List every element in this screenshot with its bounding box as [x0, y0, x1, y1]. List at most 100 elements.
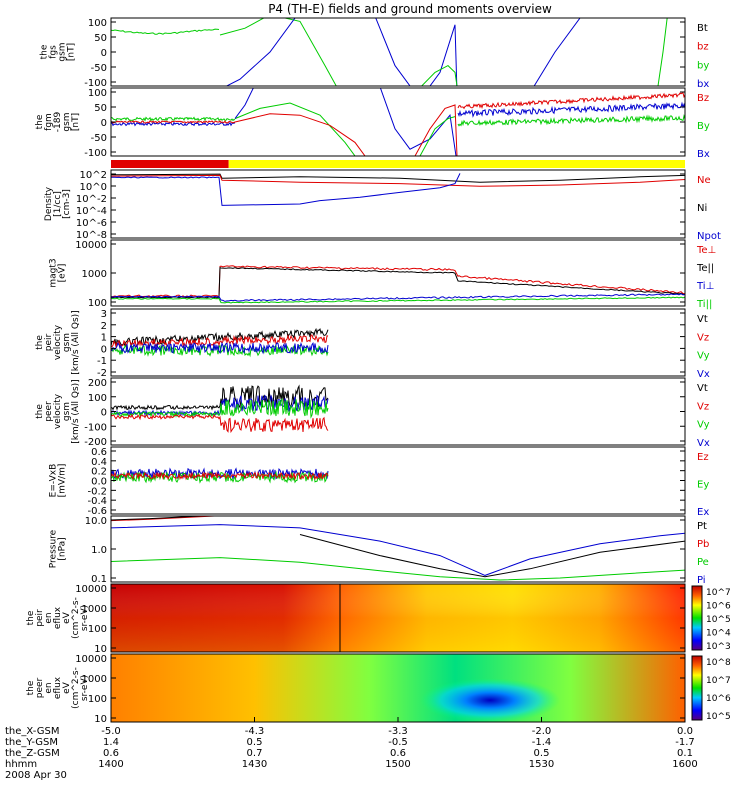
- y-label-line: gsm: [62, 112, 72, 131]
- panel-peir-spec: 10000 1000 100 10 the peir en eflux eV (cm^2-s-sr…: [26, 583, 731, 655]
- y-label-line: E=-VxB: [49, 464, 59, 498]
- plot-area: [111, 88, 685, 156]
- legend-label: Vt: [697, 314, 708, 325]
- y-label-line: the: [26, 610, 36, 625]
- series-Pi: [111, 524, 685, 576]
- y-label-line: eV: [62, 681, 72, 694]
- series-Bx: [457, 101, 685, 118]
- x-tick-label: -3.3: [388, 726, 408, 737]
- y-label-line: the: [40, 44, 50, 59]
- y-tick-label: -2: [97, 368, 107, 379]
- y-label-line: sr-eV): [80, 675, 90, 701]
- y-tick-label: -1: [97, 356, 107, 367]
- x-axis-row-label: the_Y-GSM: [5, 737, 58, 748]
- panel-frame: [110, 169, 686, 239]
- legend-label: Vx: [697, 369, 710, 380]
- panel-density: 10^210^010^-210^-410^-610^-8 Density [1/cc…: [44, 169, 721, 242]
- legend-label: bz: [697, 42, 709, 53]
- y-tick-label: 200: [88, 378, 107, 389]
- y-tick-label: 0.0: [91, 477, 107, 488]
- y-axis-label: magt3 [eV]: [49, 258, 68, 287]
- mode-bar-segment: [111, 160, 229, 168]
- legend-label: Bz: [697, 93, 709, 104]
- y-label-line: eflux: [53, 606, 63, 629]
- y-axis-label: the fgs gsm [nT]: [40, 42, 77, 61]
- colorbar-label: 10^5: [706, 712, 731, 722]
- y-label-line: the: [26, 680, 36, 695]
- panel-frame: [110, 515, 686, 583]
- y-label-line: (cm^2-s-: [71, 667, 81, 709]
- series-Bz: [414, 104, 458, 156]
- y-axis-label: Density [1/cc] [cm-3]: [44, 186, 72, 221]
- series-Ne: [111, 174, 685, 187]
- series-Ey: [111, 470, 329, 484]
- colorbar-label: 10^3: [706, 642, 731, 652]
- colorbar-label: 10^7: [706, 676, 731, 686]
- panel-fgs: 100 50 0 -50 -100 the fgs gsm [nT] Bt bz by bx: [40, 17, 709, 90]
- y-tick-label: 10: [94, 714, 107, 725]
- panel-frame: [110, 377, 686, 446]
- x-axis-row-label: the_Z-GSM: [5, 748, 60, 759]
- x-tick-label: 1400: [98, 759, 123, 770]
- x-tick-label: -2.0: [532, 726, 552, 737]
- x-tick-label: 0.1: [677, 748, 693, 759]
- series-Vz: [111, 333, 329, 349]
- y-label-line: en: [44, 612, 54, 623]
- y-axis-label: E=-VxB [mV/m]: [49, 464, 68, 498]
- y-tick-label: 1: [101, 333, 107, 344]
- legend-label: Ey: [697, 480, 709, 491]
- y-tick-label: 0: [101, 48, 107, 59]
- y-tick-label: -100: [84, 148, 107, 159]
- y-axis-label: Pressure [nPa]: [49, 529, 68, 568]
- y-label-line: en: [44, 682, 54, 693]
- series-Te-perp: [111, 265, 685, 298]
- y-tick-label: -0.2: [87, 486, 107, 497]
- y-tick-label: 100: [88, 88, 107, 99]
- series-Bx: [234, 88, 254, 119]
- y-label-line: the: [35, 335, 45, 350]
- y-label-line: peir: [35, 609, 45, 627]
- y-label-line: [1/cc]: [53, 191, 63, 217]
- colorbar-label: 10^6: [706, 602, 731, 612]
- legend-label: Pi: [697, 575, 706, 586]
- plot-area: [111, 584, 685, 652]
- y-label-line: [cm-3]: [62, 189, 72, 219]
- legend-label: Te||: [696, 263, 714, 274]
- y-tick-label: 0: [101, 408, 107, 419]
- y-tick-label: 100: [88, 18, 107, 29]
- y-tick-label: 10000: [75, 240, 107, 251]
- spectrogram-overlay: [111, 584, 685, 652]
- panel-frame: [110, 308, 686, 377]
- series-Ni: [111, 173, 685, 183]
- y-label-line: Pressure: [49, 529, 59, 568]
- y-tick-label: 1.0: [91, 545, 107, 556]
- y-label-line: [km/s (All Qs)]: [71, 310, 81, 374]
- plot-area: [111, 654, 685, 722]
- y-axis-label: the peir velocity gsm [km/s (All Qs)]: [35, 310, 81, 374]
- y-label-line: fgs: [49, 45, 59, 59]
- x-tick-label: 0.6: [103, 748, 119, 759]
- date-label: 2008 Apr 30: [5, 770, 67, 781]
- series-Te-par: [111, 267, 685, 299]
- x-axis-row-label: hhmm: [5, 759, 37, 770]
- y-label-line: Density: [44, 186, 54, 221]
- legend-label: Ez: [697, 452, 709, 463]
- y-label-line: [mV/m]: [58, 464, 68, 498]
- y-tick-label: 0: [101, 344, 107, 355]
- y-label-line: gsm: [62, 402, 72, 421]
- x-tick-label: -1.7: [675, 737, 695, 748]
- legend-label: Bx: [697, 149, 710, 160]
- y-tick-label: 50: [94, 33, 107, 44]
- y-tick-label: 100: [88, 298, 107, 309]
- y-label-line: eflux: [53, 676, 63, 699]
- y-tick-label: -50: [91, 133, 107, 144]
- series-Bz: [111, 120, 236, 124]
- x-tick-label: 0.5: [247, 737, 263, 748]
- legend-label: Bt: [697, 23, 708, 34]
- y-tick-label: 10000: [75, 584, 107, 595]
- y-tick-label: 100: [88, 694, 107, 705]
- panel-frame: [110, 87, 686, 157]
- series-Bz: [234, 113, 366, 156]
- legend-label: Pb: [697, 539, 709, 550]
